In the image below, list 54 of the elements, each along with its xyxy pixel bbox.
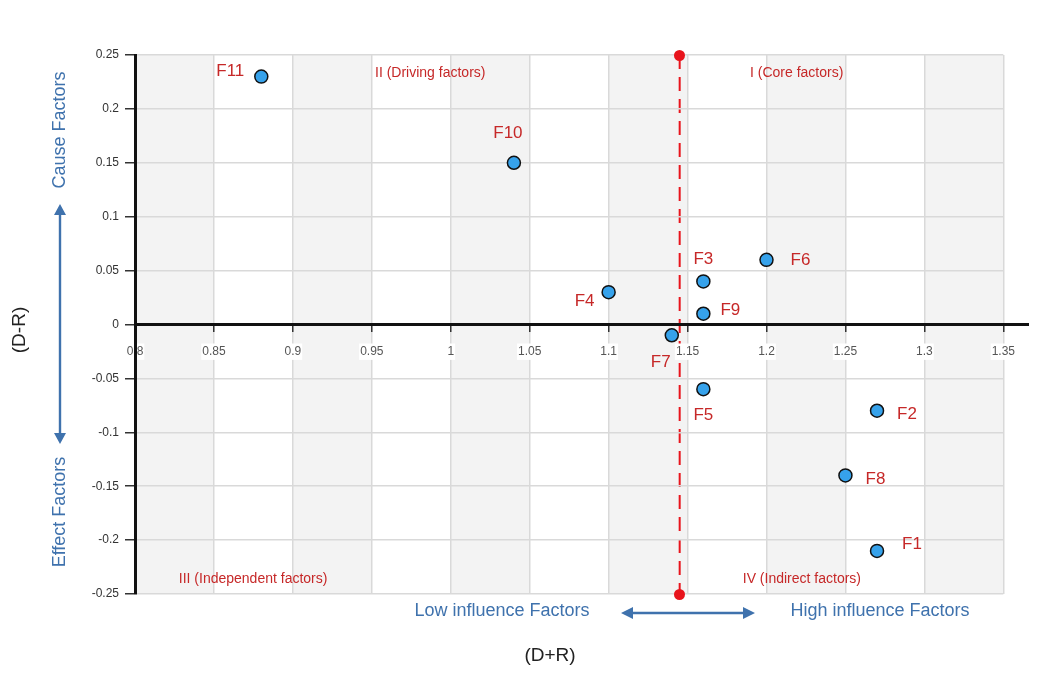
annotation: II (Driving factors)	[375, 64, 486, 81]
text: Low influence Factors	[414, 599, 590, 620]
point	[696, 306, 711, 321]
annotation: F3	[693, 249, 714, 269]
point	[869, 543, 885, 559]
text: High influence Factors	[790, 599, 970, 620]
x-tick-label: 1.25	[833, 344, 858, 359]
x-tick-label: 1.2	[758, 344, 776, 359]
x-tick-label: 0.9	[284, 344, 302, 359]
y-tick-label: 0	[112, 316, 120, 331]
x-tick-label: 1.1	[600, 344, 618, 359]
y-tick-label: 0.15	[95, 155, 120, 170]
y-axis-title: (D-R)	[8, 306, 30, 354]
point	[601, 284, 616, 300]
x-tick-label: 1.05	[518, 344, 542, 359]
x-tick-label: 0.95	[360, 344, 384, 359]
point	[869, 403, 885, 418]
x-tick-label: 0.85	[202, 344, 226, 359]
annotation: F6	[790, 249, 811, 269]
annotation: IV (Indirect factors)	[742, 569, 861, 586]
y-tick-label: -0.15	[91, 478, 120, 493]
annotation: III (Independent factors)	[178, 569, 328, 586]
text: Effect Factors	[48, 456, 69, 568]
x-tick-label: 1.3	[916, 344, 934, 359]
point	[664, 328, 680, 343]
y-tick-label: 0.05	[95, 262, 120, 277]
y-tick-label: 0.1	[102, 209, 120, 224]
point	[838, 468, 853, 483]
x-tick-label: 1	[447, 344, 455, 359]
annotation: F5	[693, 404, 714, 424]
annotation: F7	[650, 351, 671, 371]
y-tick-label: -0.2	[98, 532, 120, 547]
annotation: F8	[865, 469, 886, 489]
x-axis-title: (D+R)	[524, 644, 576, 666]
annotation: F9	[720, 300, 741, 320]
y-tick-label: -0.1	[98, 424, 120, 439]
annotation: F11	[216, 61, 245, 81]
point	[506, 155, 522, 171]
point	[759, 252, 774, 268]
y-tick-label: 0.2	[102, 101, 120, 116]
annotation: I (Core factors)	[749, 64, 844, 81]
annotation: F2	[897, 404, 917, 424]
x-tick-label: 1.15	[675, 344, 700, 359]
y-tick-label: 0.25	[95, 47, 120, 62]
text: Cause Factors	[48, 71, 69, 189]
y-tick-label: -0.05	[91, 370, 120, 385]
point	[254, 69, 269, 84]
point	[696, 381, 711, 397]
x-tick-label: 1.35	[991, 344, 1016, 359]
point	[696, 274, 711, 289]
annotation: F10	[493, 123, 523, 143]
annotation: F1	[902, 533, 922, 553]
y-tick-label: -0.25	[91, 586, 120, 601]
annotation: F4	[574, 290, 595, 310]
